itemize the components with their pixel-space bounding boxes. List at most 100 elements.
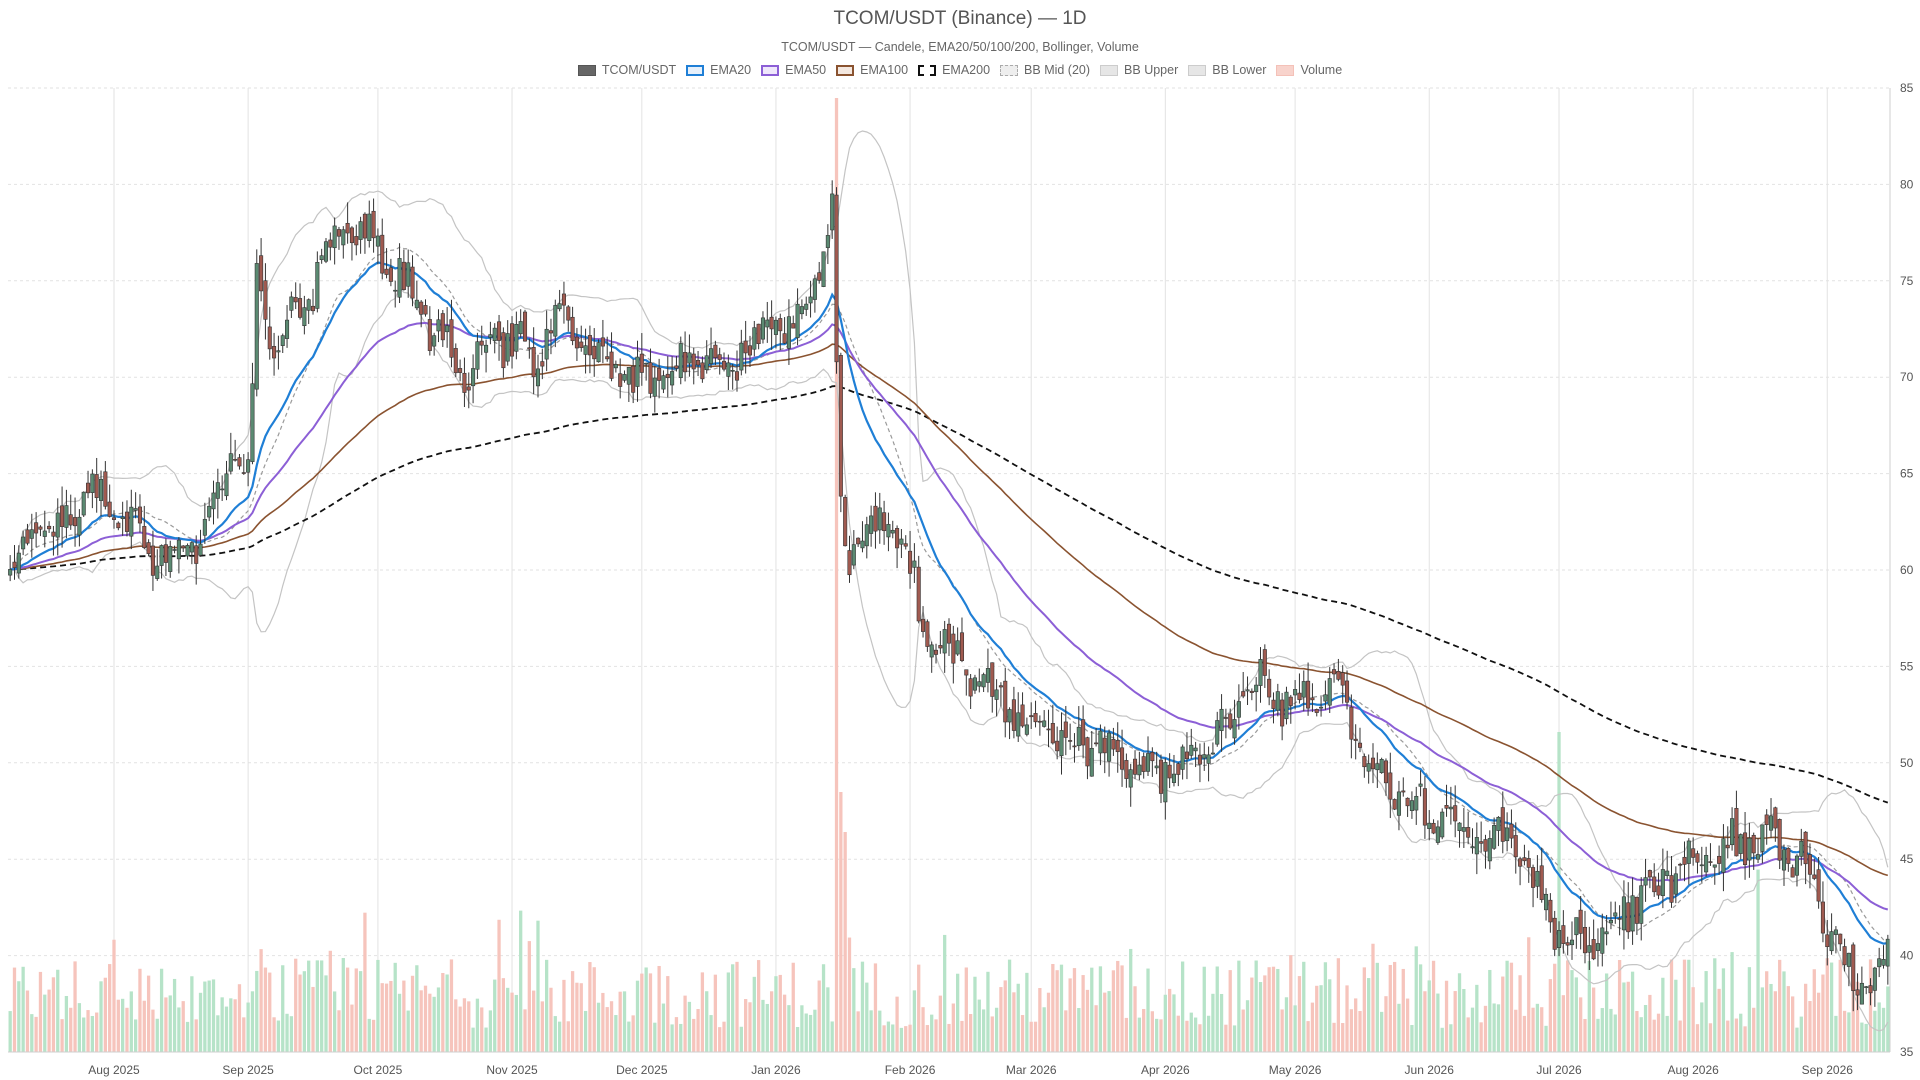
volume-bar: [307, 960, 311, 1052]
candle-body: [1613, 912, 1618, 917]
candle-body: [94, 474, 99, 499]
legend-item[interactable]: EMA200: [918, 63, 990, 77]
volume-bar: [769, 991, 774, 1052]
candle-body: [1388, 772, 1393, 800]
candle-body: [34, 522, 39, 534]
volume-bar: [583, 1010, 588, 1052]
candle-body: [752, 327, 757, 350]
candle-body: [838, 355, 843, 497]
candle-body: [1418, 783, 1423, 787]
volume-bar: [1371, 943, 1375, 1052]
candle-body: [1215, 720, 1220, 745]
volume-bar: [817, 980, 821, 1052]
legend-item[interactable]: EMA100: [836, 63, 908, 77]
candle-body: [1846, 952, 1851, 967]
candle-body: [107, 501, 112, 517]
candle-body: [1046, 728, 1051, 731]
volume-bar: [1012, 992, 1016, 1052]
volume-bar: [1072, 968, 1077, 1052]
y-tick-label: 85: [1900, 81, 1914, 95]
candle-body: [1660, 869, 1665, 897]
volume-bar: [778, 974, 782, 1052]
candle-body: [42, 530, 47, 537]
candle-body: [1245, 689, 1250, 692]
volume-bar: [1172, 994, 1176, 1052]
volume-bar: [1834, 1015, 1838, 1052]
candle-body: [1591, 939, 1596, 960]
candle-body: [1470, 846, 1475, 849]
candle-body: [1184, 751, 1189, 760]
legend-item[interactable]: Volume: [1276, 63, 1342, 77]
candle-body: [1431, 822, 1436, 834]
volume-bar: [129, 991, 133, 1052]
candle-body: [1081, 719, 1086, 746]
candle-body: [64, 505, 69, 528]
legend-item[interactable]: BB Upper: [1100, 63, 1178, 77]
volume-bar: [666, 976, 670, 1052]
candle-body: [505, 333, 510, 362]
volume-bar: [934, 1019, 938, 1052]
candle-body: [1522, 857, 1527, 862]
candle-body: [1851, 944, 1856, 991]
candle-body: [285, 319, 290, 339]
candle-body: [1102, 737, 1107, 754]
volume-bar: [1328, 979, 1332, 1052]
legend-item[interactable]: EMA20: [686, 63, 751, 77]
legend-swatch: [1100, 64, 1119, 76]
volume-bar: [1280, 1009, 1284, 1052]
volume-bar: [917, 964, 921, 1052]
candle-body: [246, 459, 251, 473]
candle-body: [1133, 758, 1138, 775]
volume-bar: [281, 965, 285, 1052]
volume-bar: [1743, 1026, 1747, 1052]
candle-body: [548, 330, 553, 334]
volume-bar: [579, 983, 583, 1052]
volume-bar: [1721, 968, 1726, 1052]
volume-bar: [1591, 987, 1596, 1052]
volume-bar: [726, 972, 730, 1052]
legend-item[interactable]: TCOM/USDT: [577, 63, 676, 77]
volume-bar: [956, 973, 960, 1052]
candle-body: [1314, 709, 1319, 713]
volume-bar: [813, 1009, 817, 1052]
candle-body: [1777, 819, 1782, 861]
volume-bar: [497, 919, 501, 1052]
volume-bar: [791, 962, 795, 1052]
candle-body: [592, 345, 597, 360]
candle-body: [1518, 858, 1523, 867]
volume-bar: [242, 1017, 246, 1052]
volume-bar: [198, 992, 203, 1052]
candle-body: [544, 328, 549, 360]
volume-bar: [320, 960, 324, 1052]
volume-bar: [237, 984, 242, 1052]
volume-bar: [761, 999, 765, 1052]
candle-body: [1094, 742, 1099, 745]
volume-bar: [1795, 1027, 1799, 1052]
volume-bar: [1336, 958, 1341, 1052]
legend-item[interactable]: EMA50: [761, 63, 826, 77]
volume-bar: [683, 995, 687, 1052]
volume-bar: [605, 1007, 609, 1052]
volume-bar: [981, 1009, 986, 1052]
volume-bar: [402, 980, 406, 1052]
volume-bar: [1734, 1018, 1739, 1052]
candle-body: [691, 353, 696, 370]
volume-bar: [1232, 1025, 1237, 1052]
volume-bar: [1553, 963, 1557, 1052]
volume-bar: [1405, 998, 1410, 1052]
axes: 35 40 45 50 55 60 65 70 75 80 85 Aug 2025 Sep 2025 Oc…: [8, 81, 1914, 1077]
volume-bar: [333, 991, 337, 1052]
x-tick-label: Jul 2026: [1536, 1063, 1582, 1077]
volume-bar: [869, 1010, 873, 1052]
candle-body: [47, 525, 52, 530]
candle-body: [1223, 717, 1228, 719]
candle-body: [1280, 699, 1285, 727]
y-tick-label: 80: [1900, 177, 1914, 191]
volume-bar: [860, 961, 865, 1052]
volume-bar: [536, 920, 540, 1052]
legend-item[interactable]: BB Lower: [1188, 63, 1266, 77]
volume-bar: [224, 1006, 229, 1052]
volume-bar: [259, 949, 263, 1052]
candle-body: [946, 623, 952, 644]
legend-item[interactable]: BB Mid (20): [1000, 63, 1090, 77]
